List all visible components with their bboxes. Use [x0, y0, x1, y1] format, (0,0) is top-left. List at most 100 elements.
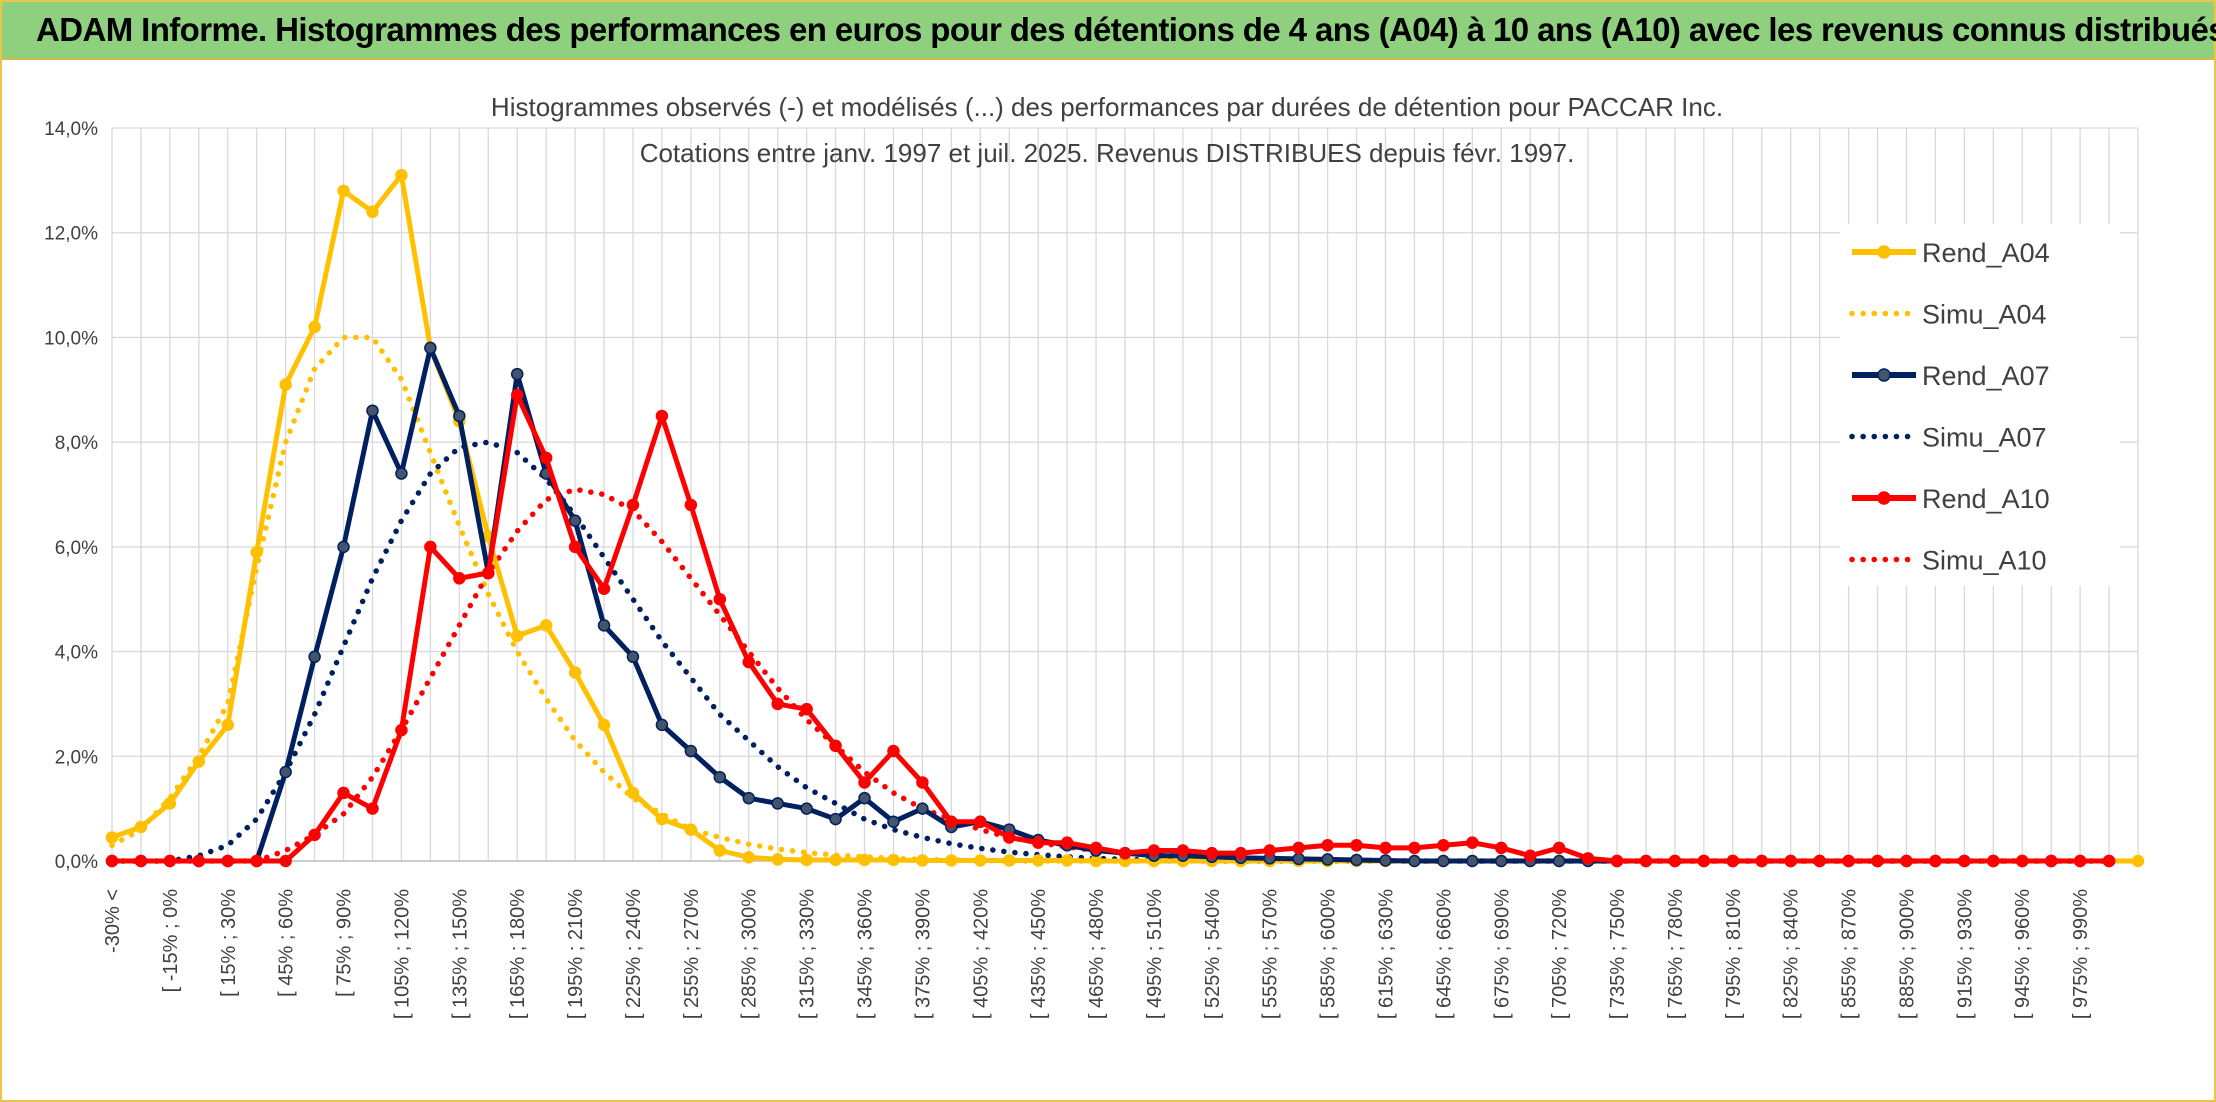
simu-a07-series-line [109, 439, 2112, 864]
y-tick-label: 0,0% [55, 852, 98, 873]
rend-a10-data-point [1321, 839, 1334, 852]
rend-a04-legend-label: Rend_A04 [1922, 238, 2050, 268]
x-tick-label: [ 15% ; 30% [218, 889, 240, 997]
simu-a04-series-line [109, 334, 2112, 864]
rend-a04-data-point [974, 854, 987, 867]
rend-a10-data-point [974, 815, 987, 828]
rend-a07-data-point [395, 467, 408, 480]
rend-a04-data-point [2131, 854, 2145, 868]
rend-a04-data-point [250, 545, 263, 559]
rend-a04-data-point [771, 853, 784, 866]
x-tick-label: [ 615% ; 630% [1375, 889, 1397, 1019]
rend-a10-data-point [1408, 841, 1421, 855]
rend-a07-data-point [858, 791, 871, 805]
rend-a10-data-point [1639, 854, 1653, 868]
x-tick-label: [ 825% ; 840% [1781, 889, 1803, 1019]
rend-a10-data-point [1552, 841, 1566, 855]
chart-subtitle: Cotations entre janv. 1997 et juil. 2025… [640, 138, 1575, 168]
simu-a04-legend-label: Simu_A04 [1922, 300, 2047, 330]
rend-a07-data-point [424, 341, 437, 355]
rend-a10-data-point [395, 723, 408, 737]
x-tick-label: [ 945% ; 960% [2012, 889, 2034, 1019]
rend-a07-data-point [1466, 854, 1479, 868]
rend-a07-data-point [626, 650, 640, 664]
rend-a10-series-line [112, 392, 2110, 864]
rend-a07-data-point [279, 765, 292, 779]
rend-a10-data-point [2044, 854, 2058, 868]
rend-a07-data-point [742, 791, 755, 805]
rend-a10-data-point [337, 786, 350, 800]
rend-a07-data-point [1379, 854, 1392, 867]
rend-a07-data-point [916, 802, 929, 815]
rend-a10-data-point [1495, 841, 1508, 855]
x-tick-label: [ 135% ; 150% [449, 889, 471, 1019]
rend-a04-data-point [1031, 854, 1045, 867]
rend-a04-data-point [597, 718, 611, 732]
rend-a07-data-point [453, 409, 466, 423]
rend-a10-data-point [192, 854, 206, 868]
rend-a10-data-point [626, 498, 640, 512]
rend-a10-data-point [1147, 844, 1161, 857]
rend-a10-legend-label: Rend_A10 [1922, 484, 2050, 514]
rend-a04-data-point [192, 755, 206, 768]
y-tick-label: 2,0% [55, 747, 98, 768]
rend-a07-data-point [887, 815, 900, 828]
rend-a04-data-point [1002, 854, 1016, 867]
x-tick-label: [ 375% ; 390% [912, 889, 934, 1019]
x-tick-label: [ 555% ; 570% [1260, 889, 1282, 1019]
x-tick-label: [ 465% ; 480% [1086, 889, 1108, 1019]
x-tick-label: [ 405% ; 420% [970, 889, 992, 1019]
x-tick-label: [ 435% ; 450% [1028, 889, 1050, 1019]
x-tick-label: [ 735% ; 750% [1607, 889, 1629, 1019]
y-tick-label: 4,0% [55, 643, 98, 664]
rend-a04-data-point [279, 378, 292, 391]
rend-a04-data-point [684, 823, 698, 836]
x-tick-label: -30% < [102, 889, 124, 953]
y-tick-label: 6,0% [55, 538, 98, 559]
rend-a07-data-point [1321, 853, 1334, 866]
x-tick-label: [ 255% ; 270% [681, 889, 703, 1019]
rend-a10-data-point [1668, 854, 1682, 868]
rend-a10-data-point [221, 854, 235, 868]
rend-a10-data-point [1350, 839, 1363, 852]
rend-a04-data-point [713, 844, 727, 857]
rend-a10-data-point [1089, 841, 1103, 855]
rend-a10-data-point [1929, 854, 1942, 868]
rend-a07-data-point [568, 514, 582, 527]
rend-a10-data-point [250, 854, 263, 868]
rend-a10-data-point [1263, 844, 1276, 857]
rend-a04-data-point [858, 853, 871, 867]
rend-a10-data-point [1002, 831, 1016, 844]
rend-a07-data-point [800, 802, 813, 815]
rend-a04-data-point [945, 854, 958, 867]
rend-a10-data-point [279, 854, 292, 868]
x-tick-label: [ 975% ; 990% [2070, 889, 2092, 1019]
x-tick-label: [ 585% ; 600% [1318, 889, 1340, 1019]
rend-a04-data-point [539, 619, 553, 632]
rend-a10-data-point [800, 702, 813, 716]
rend-a10-data-point [742, 655, 755, 669]
rend-a04-legend-marker [1877, 245, 1891, 259]
legend: Rend_A04 Simu_A04 Rend_A07 Simu_A07 Rend_A10… [1840, 224, 2120, 586]
chart-title: Histogrammes observés (-) et modélisés (… [491, 92, 1723, 122]
rend-a10-data-point [684, 498, 698, 512]
rend-a04-data-point [221, 718, 235, 732]
rend-a07-series-line [112, 345, 2110, 864]
rend-a10-data-point [1437, 839, 1450, 852]
x-tick-label: [ 105% ; 120% [391, 889, 413, 1019]
rend-a10-data-point [1958, 854, 1971, 868]
rend-a10-data-point [945, 815, 958, 828]
axes: 0,0% 2,0% 4,0% 6,0% 8,0% 10,0% 12,0% 14,0% -30% … [44, 119, 2138, 1019]
rend-a04-data-point [800, 853, 813, 867]
rend-a10-data-point [1813, 854, 1826, 868]
rend-a07-data-point [1552, 854, 1566, 868]
rend-a04-data-point [1089, 854, 1103, 868]
rend-a07-data-point [597, 619, 611, 632]
rend-a07-data-point [510, 367, 524, 381]
rend-a07-data-point [684, 744, 698, 758]
x-tick-label: [ 75% ; 90% [334, 889, 356, 997]
rend-a07-data-point [366, 404, 379, 417]
simu-a07-legend-label: Simu_A07 [1922, 423, 2047, 453]
